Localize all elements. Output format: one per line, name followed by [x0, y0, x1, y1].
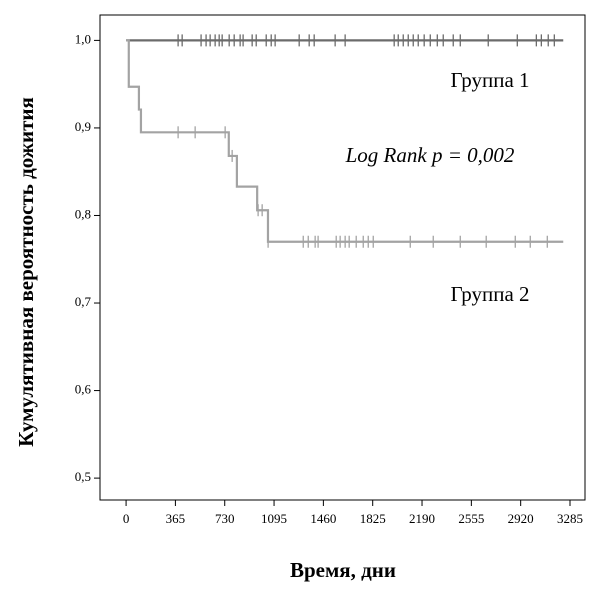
y-tick-label: 1,0: [75, 31, 91, 46]
x-tick-label: 1825: [360, 511, 386, 526]
x-axis-title: Время, дни: [290, 558, 396, 582]
x-tick-label: 730: [215, 511, 235, 526]
y-tick-label: 0,6: [75, 382, 92, 397]
y-axis-title: Кумулятивная вероятность дожития: [14, 97, 38, 447]
x-tick-label: 365: [166, 511, 186, 526]
y-tick-label: 0,8: [75, 206, 91, 221]
x-tick-label: 3285: [557, 511, 583, 526]
x-tick-label: 2920: [508, 511, 534, 526]
x-tick-label: 0: [123, 511, 130, 526]
annotation: Log Rank p = 0,002: [345, 143, 515, 167]
x-tick-label: 1460: [310, 511, 336, 526]
plot-frame: [99, 14, 586, 501]
x-tick-label: 1095: [261, 511, 287, 526]
y-tick-label: 0,9: [75, 119, 91, 134]
series-label: Группа 1: [450, 68, 529, 92]
x-tick-label: 2555: [458, 511, 484, 526]
y-tick-label: 0,7: [75, 294, 92, 309]
x-tick-label: 2190: [409, 511, 435, 526]
series-label: Группа 2: [450, 282, 529, 306]
y-tick-label: 0,5: [75, 469, 91, 484]
